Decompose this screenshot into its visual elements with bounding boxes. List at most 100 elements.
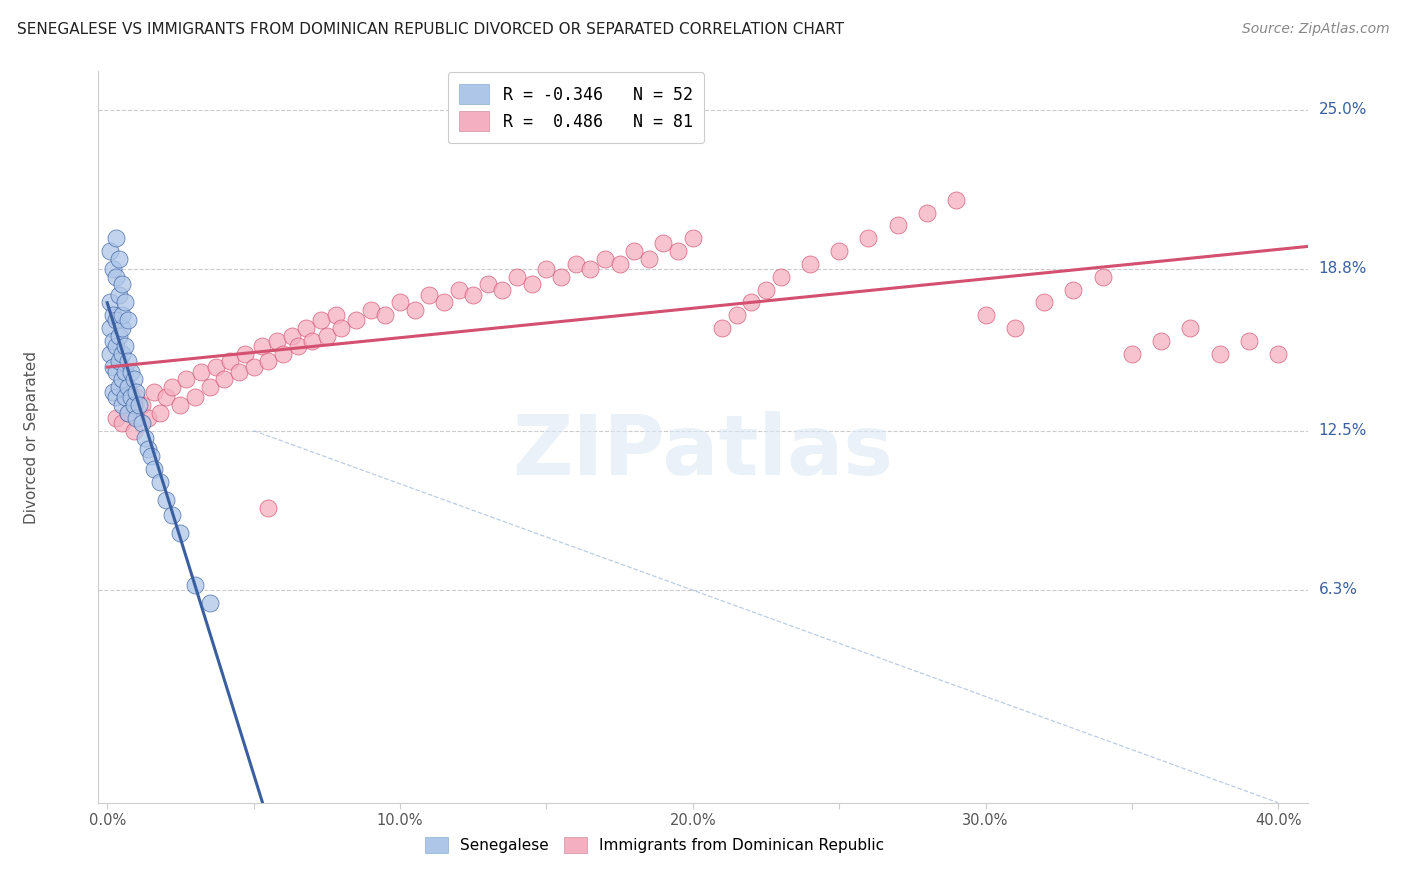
Point	[143, 462, 166, 476]
Point	[198, 596, 221, 610]
Point	[120, 390, 142, 404]
Point	[623, 244, 645, 258]
Point	[1209, 346, 1232, 360]
Point	[1004, 321, 1026, 335]
Point	[136, 442, 159, 456]
Point	[266, 334, 288, 348]
Point	[309, 313, 332, 327]
Point	[233, 346, 256, 360]
Point	[101, 262, 124, 277]
Point	[974, 308, 997, 322]
Point	[579, 262, 602, 277]
Point	[111, 416, 134, 430]
Point	[169, 398, 191, 412]
Text: ZIPatlas: ZIPatlas	[513, 411, 893, 492]
Point	[740, 295, 762, 310]
Point	[374, 308, 396, 322]
Point	[219, 354, 242, 368]
Point	[388, 295, 411, 310]
Point	[593, 252, 616, 266]
Point	[858, 231, 880, 245]
Text: 12.5%: 12.5%	[1319, 423, 1367, 438]
Point	[463, 287, 485, 301]
Point	[174, 372, 197, 386]
Point	[769, 269, 792, 284]
Point	[111, 372, 134, 386]
Point	[915, 205, 938, 219]
Point	[98, 346, 121, 360]
Point	[111, 308, 134, 322]
Point	[114, 365, 136, 379]
Point	[360, 303, 382, 318]
Point	[204, 359, 226, 374]
Point	[111, 398, 134, 412]
Point	[886, 219, 908, 233]
Point	[108, 287, 131, 301]
Point	[257, 354, 280, 368]
Point	[104, 390, 127, 404]
Point	[134, 431, 156, 445]
Point	[271, 346, 294, 360]
Point	[169, 526, 191, 541]
Point	[155, 492, 177, 507]
Point	[295, 321, 318, 335]
Point	[287, 339, 309, 353]
Point	[1033, 295, 1056, 310]
Point	[117, 380, 139, 394]
Point	[198, 380, 221, 394]
Point	[104, 313, 127, 327]
Point	[143, 385, 166, 400]
Point	[117, 313, 139, 327]
Point	[101, 334, 124, 348]
Point	[149, 406, 172, 420]
Point	[125, 410, 148, 425]
Point	[111, 346, 134, 360]
Point	[101, 385, 124, 400]
Point	[214, 372, 236, 386]
Point	[190, 365, 212, 379]
Point	[98, 321, 121, 335]
Point	[315, 328, 337, 343]
Point	[945, 193, 967, 207]
Point	[404, 303, 426, 318]
Point	[104, 339, 127, 353]
Point	[98, 244, 121, 258]
Point	[131, 398, 153, 412]
Point	[257, 500, 280, 515]
Text: Source: ZipAtlas.com: Source: ZipAtlas.com	[1241, 22, 1389, 37]
Point	[120, 365, 142, 379]
Point	[131, 416, 153, 430]
Point	[108, 380, 131, 394]
Point	[104, 365, 127, 379]
Point	[101, 308, 124, 322]
Point	[433, 295, 456, 310]
Point	[491, 283, 513, 297]
Text: Divorced or Separated: Divorced or Separated	[24, 351, 39, 524]
Point	[114, 295, 136, 310]
Point	[666, 244, 689, 258]
Point	[799, 257, 821, 271]
Text: 25.0%: 25.0%	[1319, 103, 1367, 118]
Point	[609, 257, 631, 271]
Point	[506, 269, 529, 284]
Point	[139, 450, 162, 464]
Point	[228, 365, 250, 379]
Point	[1091, 269, 1114, 284]
Point	[117, 406, 139, 420]
Point	[252, 339, 274, 353]
Point	[520, 277, 543, 292]
Point	[128, 398, 150, 412]
Legend: Senegalese, Immigrants from Dominican Republic: Senegalese, Immigrants from Dominican Re…	[418, 830, 891, 861]
Point	[550, 269, 572, 284]
Point	[1237, 334, 1260, 348]
Point	[108, 328, 131, 343]
Point	[447, 283, 470, 297]
Point	[104, 410, 127, 425]
Point	[108, 252, 131, 266]
Point	[98, 295, 121, 310]
Point	[301, 334, 323, 348]
Point	[111, 277, 134, 292]
Point	[711, 321, 734, 335]
Point	[418, 287, 440, 301]
Point	[149, 475, 172, 489]
